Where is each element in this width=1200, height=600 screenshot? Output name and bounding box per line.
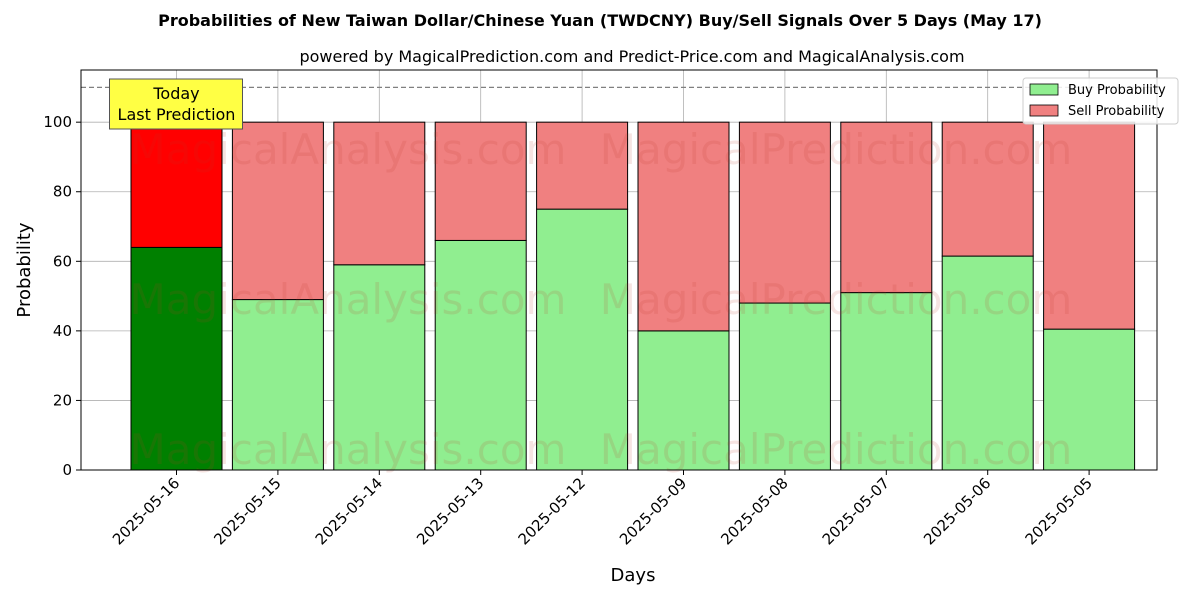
y-tick-label: 60 [53, 252, 72, 270]
sell-bar [637, 121, 730, 332]
x-tick-label: 2025-05-16 [109, 474, 183, 548]
chart-subtitle: powered by MagicalPrediction.com and Pre… [299, 47, 964, 66]
legend: Buy Probability Sell Probability [1022, 77, 1179, 125]
watermarks: MagicalAnalysis.com MagicalPrediction.com… [130, 125, 1073, 474]
buy-bar [434, 239, 527, 471]
y-tick-label: 100 [43, 113, 72, 131]
sell-bar [434, 121, 527, 241]
sell-bar [231, 121, 324, 301]
x-tick-label: 2025-05-07 [819, 474, 893, 548]
legend-swatch [1029, 104, 1059, 117]
x-axis-label: Days [611, 565, 656, 586]
buy-bar [941, 255, 1034, 471]
legend-swatch [1029, 83, 1059, 96]
buy-bar [536, 208, 629, 471]
y-axis-label: Probability [14, 222, 35, 317]
y-tick-label: 0 [62, 461, 72, 479]
y-axis: 0 20 40 60 80 100 [43, 113, 81, 479]
x-tick-label: 2025-05-13 [413, 474, 487, 548]
watermark-text: MagicalAnalysis.com [130, 425, 567, 474]
annotation-box [109, 78, 243, 130]
legend-box [1022, 77, 1179, 125]
legend-label: Sell Probability [1068, 104, 1165, 119]
x-tick-label: 2025-05-06 [920, 474, 994, 548]
sell-bar [1043, 121, 1136, 330]
legend-label: Buy Probability [1068, 83, 1166, 98]
y-tick-label: 80 [53, 183, 72, 201]
sell-bar [840, 121, 933, 294]
chart-title: Probabilities of New Taiwan Dollar/Chine… [158, 11, 1042, 30]
sell-bar [130, 121, 223, 248]
x-tick-label: 2025-05-14 [312, 474, 386, 548]
watermark-text: MagicalAnalysis.com [130, 125, 567, 174]
annotation-text: Today [152, 84, 199, 103]
watermark-text: MagicalPrediction.com [600, 275, 1073, 324]
y-tick-label: 40 [53, 322, 72, 340]
x-tick-label: 2025-05-09 [616, 474, 690, 548]
buy-bar [130, 246, 223, 471]
watermark-text: MagicalPrediction.com [600, 425, 1073, 474]
watermark-text: MagicalAnalysis.com [130, 275, 567, 324]
x-axis: 2025-05-16 2025-05-15 2025-05-14 2025-05-13… [109, 470, 1096, 548]
watermark-text: MagicalPrediction.com [600, 125, 1073, 174]
x-tick-label: 2025-05-12 [515, 474, 589, 548]
sell-bar [333, 121, 426, 266]
x-tick-label: 2025-05-15 [210, 474, 284, 548]
sell-bar [738, 121, 831, 304]
y-tick-label: 20 [53, 391, 72, 409]
sell-bar [536, 121, 629, 210]
bars [130, 121, 1136, 471]
buy-bar [1043, 328, 1136, 471]
x-tick-label: 2025-05-05 [1022, 474, 1096, 548]
buy-bar [333, 264, 426, 471]
plot-frame [80, 69, 1158, 471]
sell-bar [941, 121, 1034, 257]
buy-bar [637, 330, 730, 471]
buy-bar [840, 292, 933, 471]
buy-bar [738, 302, 831, 471]
x-tick-label: 2025-05-08 [717, 474, 791, 548]
today-annotation: Today Last Prediction [109, 78, 243, 130]
annotation-text: Last Prediction [118, 105, 236, 124]
